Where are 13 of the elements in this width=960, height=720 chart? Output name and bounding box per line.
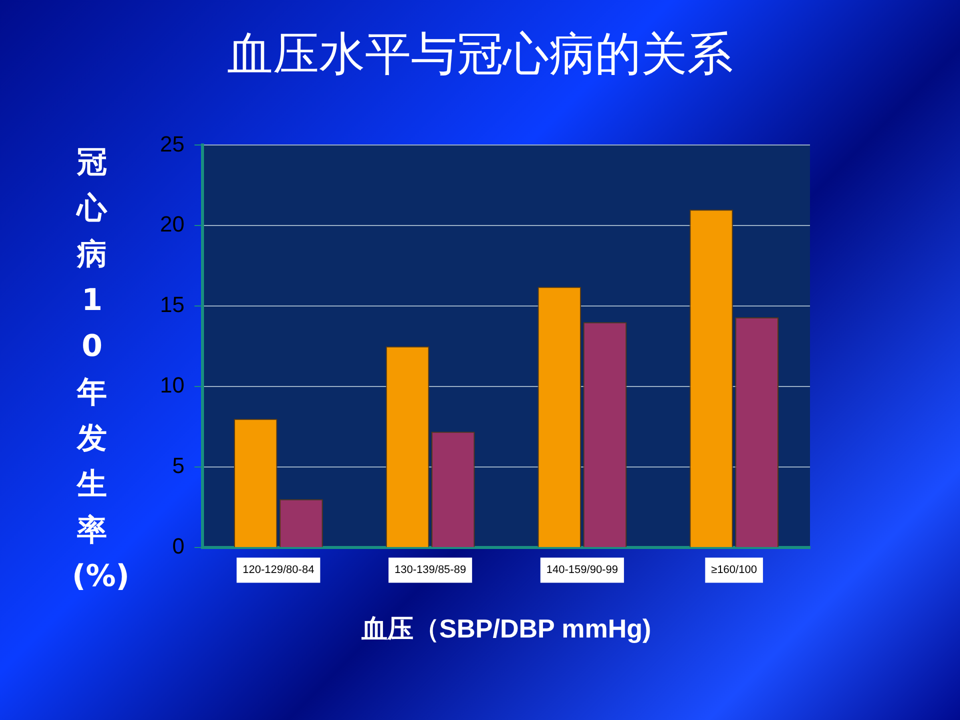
y-tick-label: 10 bbox=[160, 372, 184, 398]
x-tick-label: 140-159/90-99 bbox=[546, 564, 618, 576]
y-tick-label: 0 bbox=[172, 534, 184, 559]
y-tick-label: 25 bbox=[160, 131, 184, 156]
x-axis-title: 血压（SBP/DBP mmHg) bbox=[360, 614, 652, 644]
x-tick-label: 120-129/80-84 bbox=[242, 564, 314, 576]
y-tick-label: 20 bbox=[160, 212, 184, 237]
y-tick-label: 5 bbox=[172, 453, 184, 478]
x-tick-label: ≥160/100 bbox=[711, 564, 757, 576]
y-tick-label: 15 bbox=[160, 292, 184, 318]
chart-title: 血压水平与冠心病的关系 bbox=[227, 26, 733, 81]
x-tick-label: 130-139/85-89 bbox=[394, 564, 466, 576]
text: 冠心病10年发生率(%) bbox=[72, 145, 130, 594]
